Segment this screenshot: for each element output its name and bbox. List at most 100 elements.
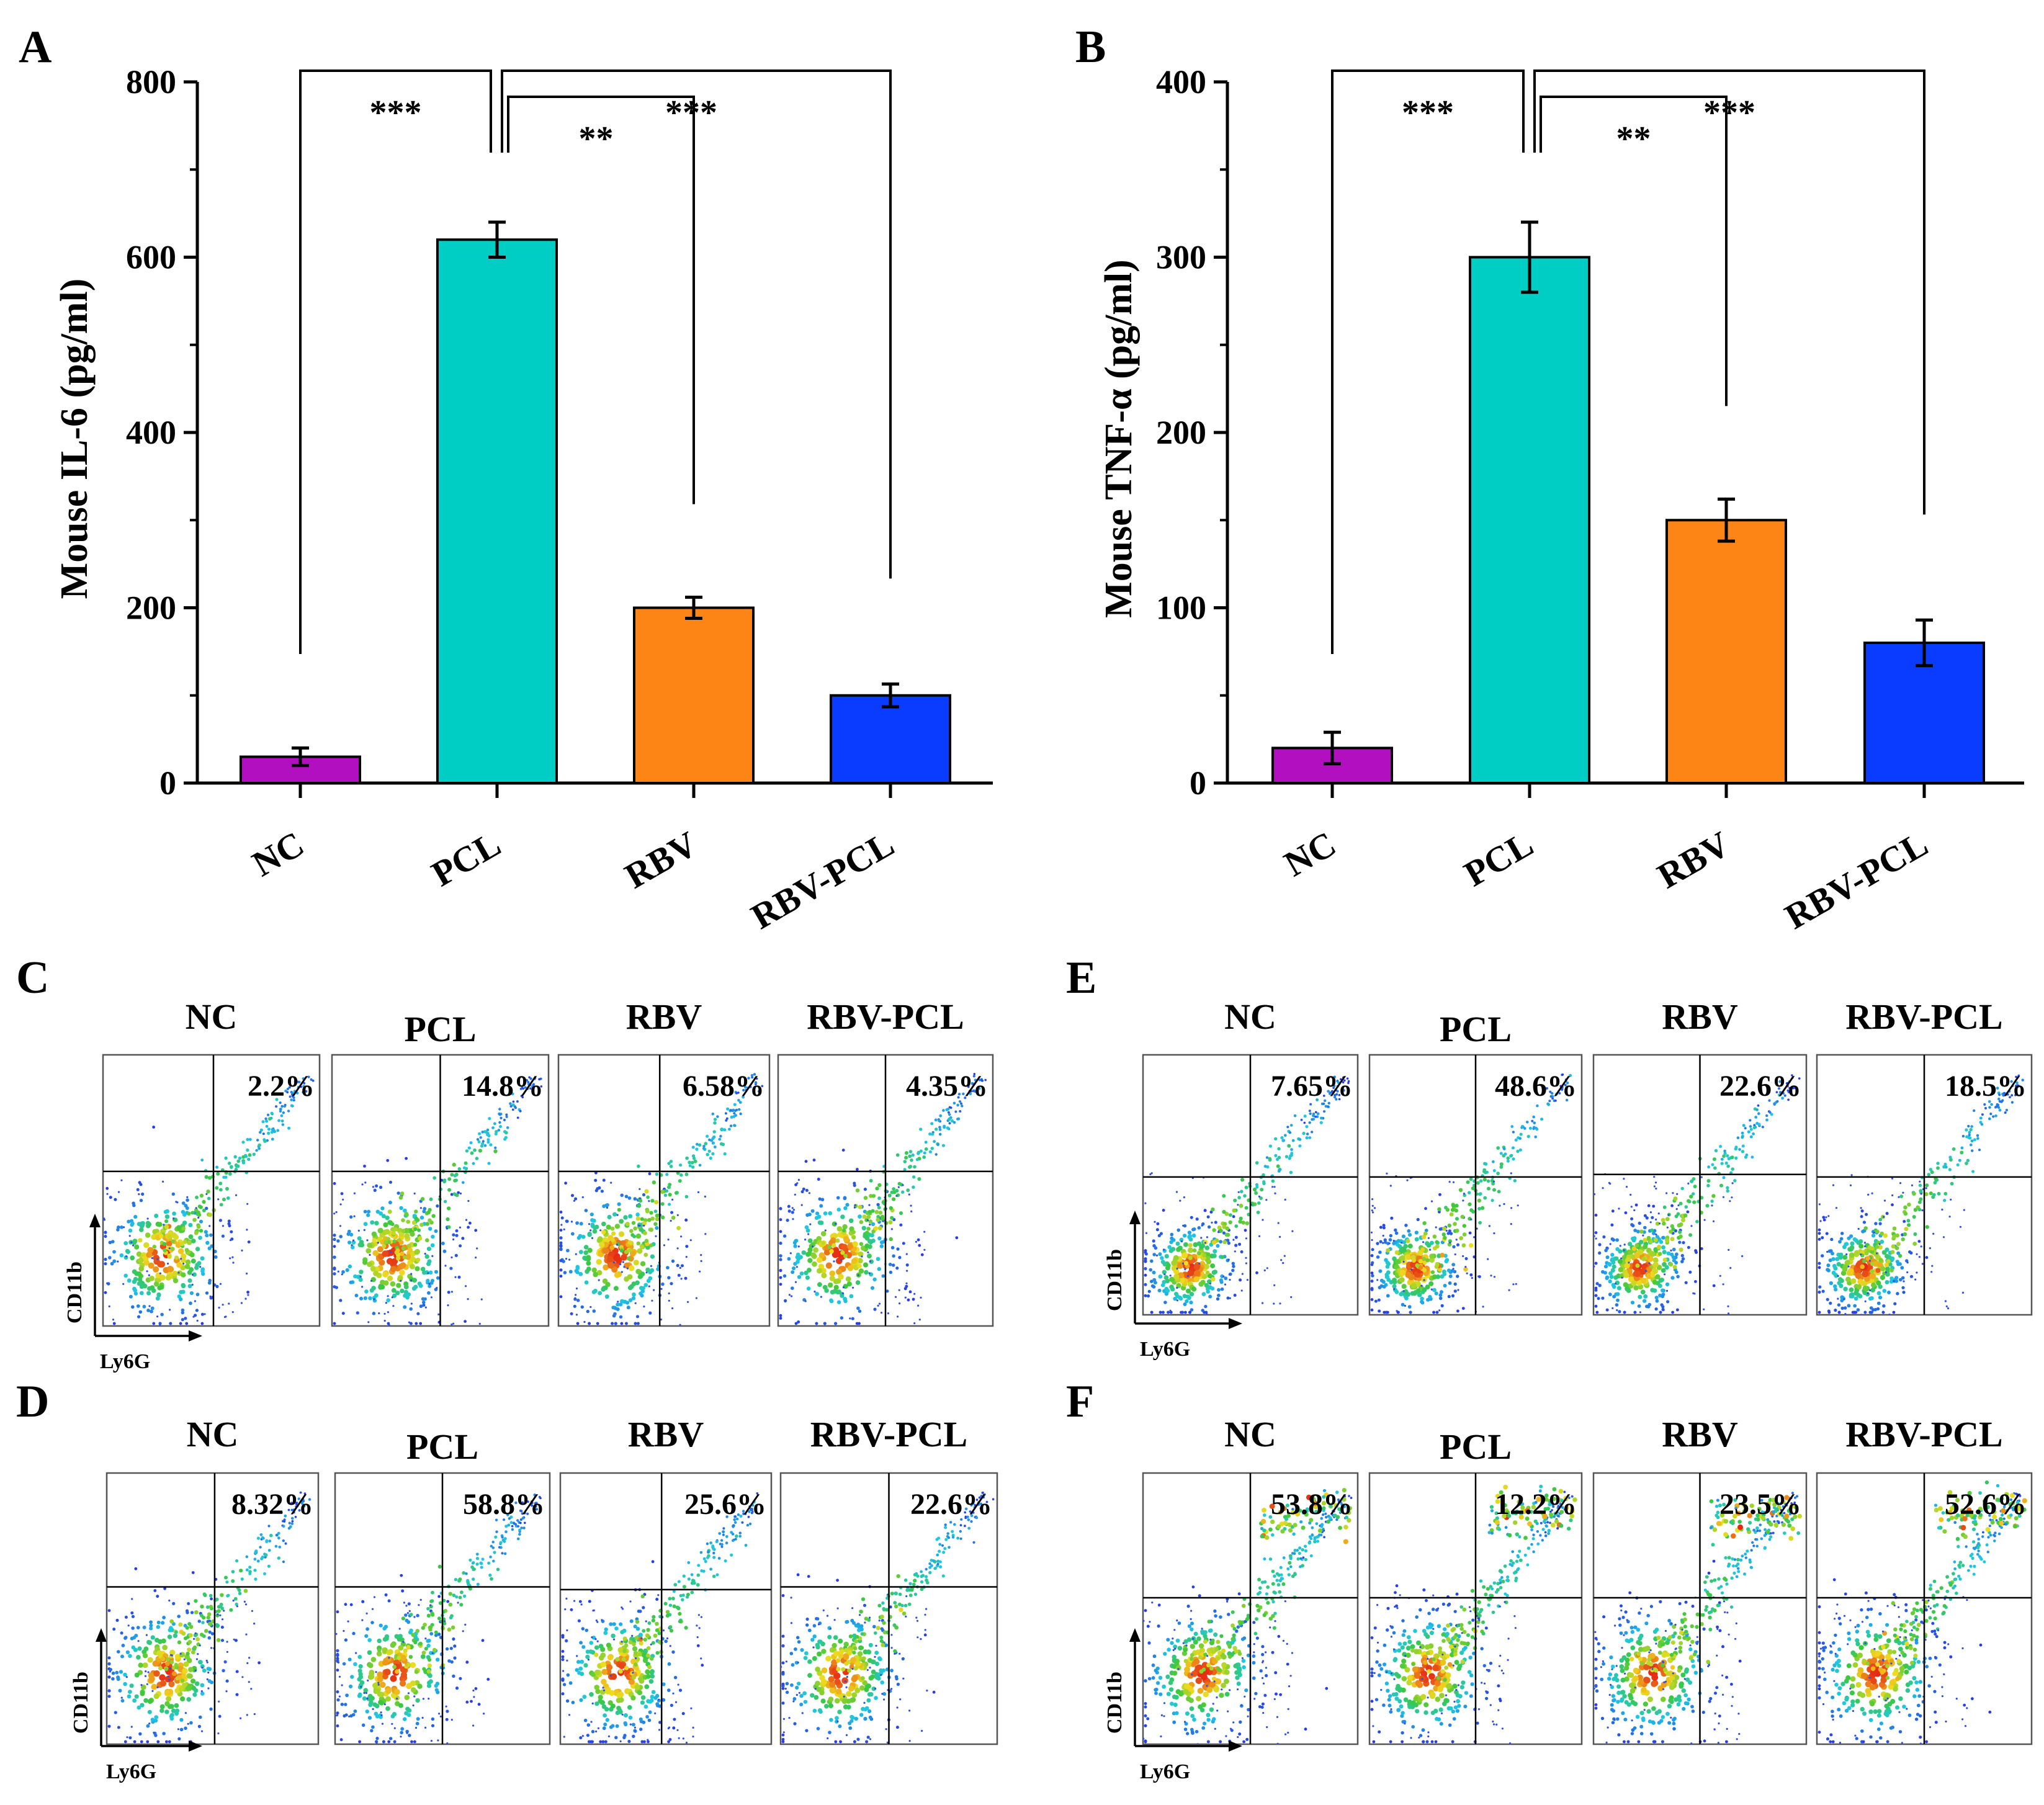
event-dot [607, 1214, 612, 1220]
event-dot [655, 1650, 660, 1655]
event-dot [490, 1544, 493, 1547]
event-dot [604, 1294, 609, 1299]
event-dot [566, 1629, 568, 1632]
event-dot [586, 1309, 589, 1314]
event-dot [868, 1675, 874, 1681]
event-dot [1425, 1241, 1430, 1246]
event-dot [415, 1322, 418, 1325]
event-dot [1193, 1242, 1198, 1247]
event-dot [459, 1677, 462, 1680]
event-dot [583, 1320, 586, 1324]
event-dot [1461, 1307, 1465, 1310]
event-dot [215, 1623, 219, 1627]
event-dot [360, 1685, 362, 1688]
event-dot [575, 1668, 579, 1672]
event-dot [264, 1553, 268, 1557]
event-dot [215, 1186, 219, 1190]
event-dot [475, 1562, 479, 1566]
event-dot [521, 1096, 524, 1099]
event-dot [903, 1578, 908, 1582]
event-dot [419, 1598, 422, 1601]
event-dot [1229, 1279, 1231, 1281]
event-dot [148, 1305, 151, 1307]
event-dot [273, 1130, 276, 1134]
event-dot [107, 1662, 111, 1666]
event-dot [827, 1245, 832, 1249]
event-dot [642, 1658, 648, 1664]
event-dot [236, 1164, 240, 1168]
event-dot [509, 1104, 513, 1108]
event-dot [361, 1286, 364, 1288]
significance-bracket-1: *** [1331, 69, 1525, 654]
event-dot [872, 1277, 877, 1282]
event-dot [1394, 1231, 1399, 1235]
event-dot [533, 1494, 536, 1497]
event-dot [402, 1255, 407, 1260]
event-dot [235, 1602, 238, 1606]
event-dot [1453, 1289, 1457, 1293]
event-dot [863, 1262, 869, 1268]
event-dot [669, 1629, 674, 1633]
event-dot [959, 1537, 962, 1540]
event-dot [827, 1737, 829, 1740]
event-dot [516, 1525, 520, 1528]
event-dot [333, 1245, 336, 1248]
event-dot [847, 1668, 851, 1673]
event-dot [150, 1309, 153, 1314]
event-dot [1312, 1113, 1316, 1116]
event-dot [137, 1646, 142, 1651]
event-dot [277, 1119, 281, 1122]
event-dot [1316, 1115, 1319, 1118]
event-dot [611, 1322, 614, 1325]
event-dot [220, 1606, 224, 1611]
event-dot [844, 1680, 846, 1683]
event-dot [1255, 1161, 1259, 1165]
event-dot [293, 1090, 297, 1093]
event-dot [1371, 1274, 1374, 1278]
event-dot [814, 1688, 817, 1690]
event-dot [878, 1302, 881, 1305]
event-dot [530, 1502, 532, 1505]
event-dot [1303, 1121, 1306, 1124]
event-dot [854, 1623, 858, 1628]
event-dot [436, 1287, 438, 1289]
event-dot [701, 1664, 704, 1667]
event-dot [654, 1199, 659, 1205]
event-dot [223, 1660, 227, 1664]
event-dot [843, 1253, 848, 1258]
event-dot [620, 1240, 627, 1247]
event-dot [615, 1724, 619, 1728]
event-dot [310, 1078, 313, 1081]
event-dot [151, 1257, 153, 1260]
event-dot [479, 1136, 482, 1139]
event-dot [885, 1597, 889, 1600]
event-dot [410, 1740, 413, 1744]
event-dot [1193, 1270, 1201, 1277]
event-dot [794, 1322, 798, 1325]
event-dot [431, 1214, 436, 1218]
event-dot [374, 1688, 380, 1694]
event-dot [480, 1144, 484, 1148]
event-dot [880, 1627, 884, 1631]
event-dot [702, 1145, 706, 1148]
event-dot [974, 1504, 977, 1507]
event-dot [1401, 1234, 1405, 1238]
event-dot [1150, 1284, 1155, 1288]
event-dot [213, 1255, 218, 1259]
event-dot [117, 1650, 120, 1654]
event-dot [294, 1080, 297, 1083]
event-dot [107, 1609, 111, 1613]
event-dot [1193, 1263, 1201, 1271]
event-dot [959, 1524, 962, 1527]
event-dot [924, 1147, 928, 1151]
event-dot [236, 1605, 238, 1608]
event-dot [254, 1577, 258, 1581]
event-dot [650, 1254, 655, 1259]
event-dot [651, 1641, 655, 1645]
event-dot [896, 1682, 900, 1686]
event-dot [874, 1650, 879, 1655]
event-dot [667, 1662, 671, 1666]
event-dot [779, 1208, 782, 1211]
event-dot [431, 1717, 435, 1721]
